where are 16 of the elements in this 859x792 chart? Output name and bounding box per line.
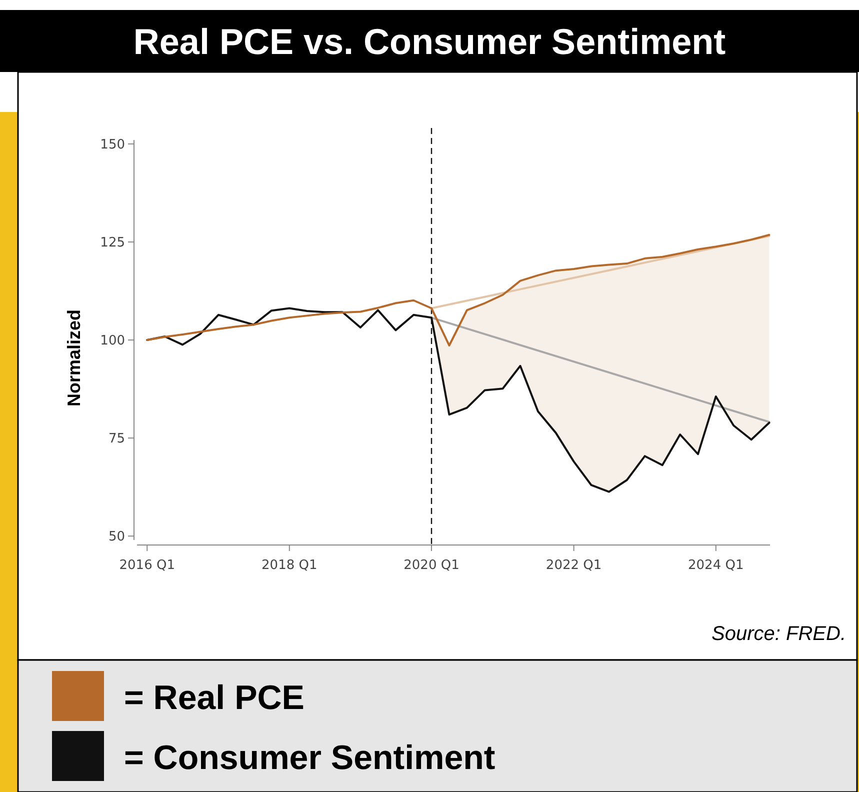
x-tick-label: 2024 Q1: [688, 558, 744, 573]
chart-title: Real PCE vs. Consumer Sentiment: [133, 21, 726, 62]
y-tick-label: 125: [100, 236, 125, 251]
source-note: Source: FRED.: [712, 623, 846, 645]
y-tick-label: 50: [108, 530, 125, 545]
line-series: [146, 234, 770, 346]
y-tick-label: 100: [100, 334, 125, 349]
legend-label: = Real PCE: [124, 679, 304, 717]
legend-label: = Consumer Sentiment: [124, 739, 496, 777]
x-tick-label: 2022 Q1: [546, 558, 602, 573]
y-tick-label: 150: [100, 137, 125, 152]
y-tick-label: 75: [108, 432, 125, 447]
x-tick-label: 2018 Q1: [262, 558, 318, 573]
x-tick-label: 2020 Q1: [404, 558, 460, 573]
x-tick-label: 2016 Q1: [119, 558, 175, 573]
y-axis-title: Normalized: [64, 309, 84, 407]
